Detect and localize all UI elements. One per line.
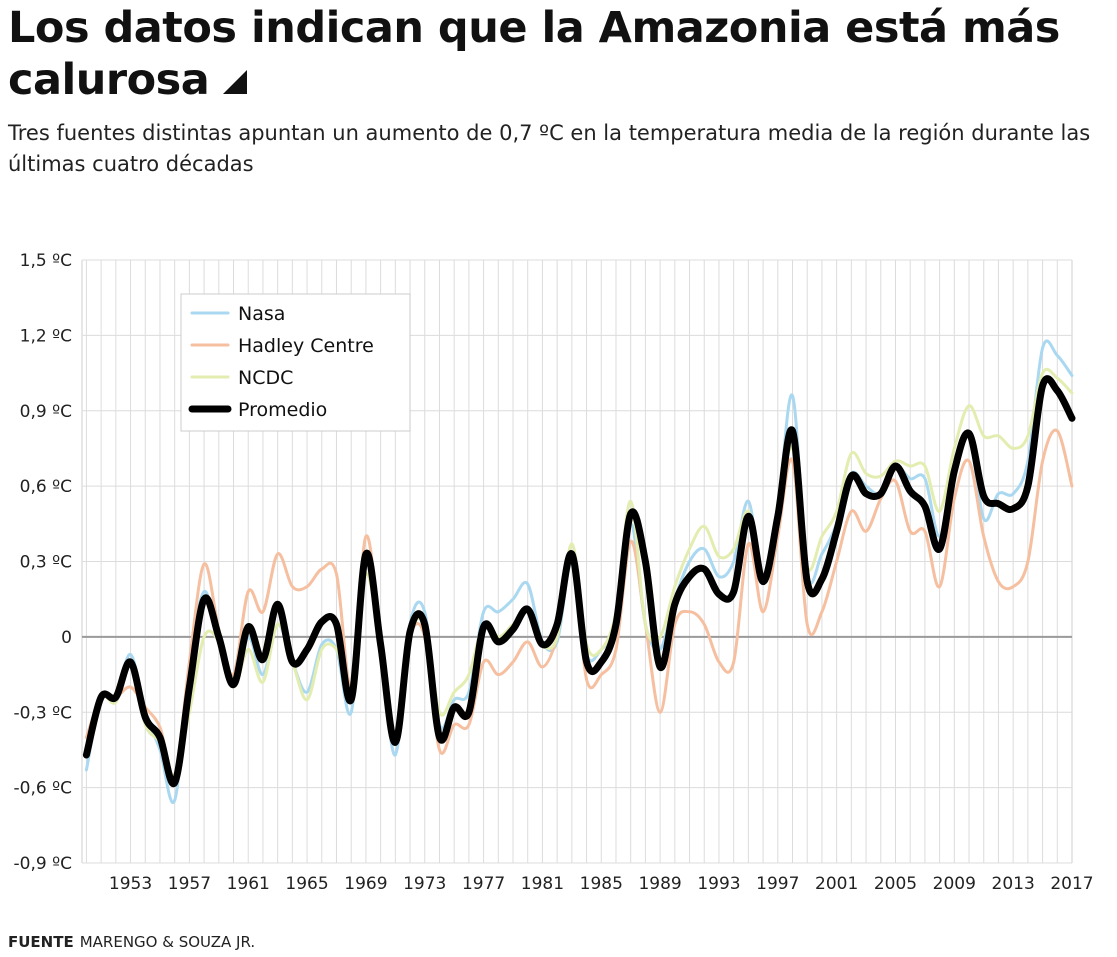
temperature-line-chart: 1,5 ºC 1,2 ºC 0,9 ºC 0,6 ºC 0,3 ºC 0 -0,3 ºC -0…: [14, 251, 1094, 894]
source-text: MARENGO & SOUZA JR.: [79, 933, 256, 951]
legend-label-nasa: Nasa: [238, 303, 285, 325]
chart-subtitle: Tres fuentes distintas apuntan un aument…: [8, 121, 1091, 176]
y-tick-label: 0,3 ºC: [20, 553, 72, 573]
series-layer: [82, 339, 1076, 805]
x-tick-label: 2001: [815, 874, 858, 894]
x-tick-label: 1969: [344, 874, 387, 894]
x-tick-label: 2013: [992, 874, 1035, 894]
x-tick-label: 1981: [521, 874, 564, 894]
y-tick-label: 1,5 ºC: [20, 251, 72, 271]
corner-triangle-icon: [223, 70, 248, 94]
x-tick-label: 1985: [580, 874, 623, 894]
legend-label-hadley-centre: Hadley Centre: [238, 335, 374, 357]
y-tick-label: -0,3 ºC: [14, 703, 72, 723]
y-tick-label: -0,9 ºC: [14, 854, 72, 874]
y-tick-label: -0,6 ºC: [14, 779, 72, 799]
y-axis-tick-labels: 1,5 ºC 1,2 ºC 0,9 ºC 0,6 ºC 0,3 ºC 0 -0,3 ºC -0…: [14, 251, 72, 874]
x-tick-label: 1961: [227, 874, 270, 894]
source-label: FUENTE: [8, 933, 74, 951]
x-tick-label: 1997: [756, 874, 799, 894]
legend: Nasa Hadley Centre NCDC Promedio: [180, 293, 411, 432]
series-line-promedio: [82, 375, 1076, 788]
x-tick-label: 1957: [168, 874, 211, 894]
y-tick-label: 1,2 ºC: [20, 326, 72, 346]
chart-title-text: Los datos indican que la Amazonia está m…: [8, 3, 1060, 105]
x-tick-label: 1977: [462, 874, 505, 894]
x-tick-label: 2017: [1050, 874, 1093, 894]
x-tick-label: 2009: [933, 874, 976, 894]
chart-title: Los datos indican que la Amazonia está m…: [8, 2, 1108, 106]
source-note: FUENTE MARENGO & SOUZA JR.: [8, 933, 255, 951]
x-axis-tick-labels: 1953 1957 1961 1965 1969 1973 1977 1981 1985 1989…: [109, 874, 1094, 894]
legend-label-promedio: Promedio: [238, 399, 327, 421]
y-tick-label: 0,9 ºC: [20, 402, 72, 422]
x-tick-label: 1953: [109, 874, 152, 894]
y-tick-label: 0,6 ºC: [20, 477, 72, 497]
x-tick-label: 1973: [403, 874, 446, 894]
legend-label-ncdc: NCDC: [238, 367, 293, 389]
x-tick-label: 1965: [285, 874, 328, 894]
x-tick-label: 1993: [697, 874, 740, 894]
x-tick-label: 1989: [638, 874, 681, 894]
y-tick-label: 0: [61, 628, 72, 648]
x-tick-label: 2005: [874, 874, 917, 894]
